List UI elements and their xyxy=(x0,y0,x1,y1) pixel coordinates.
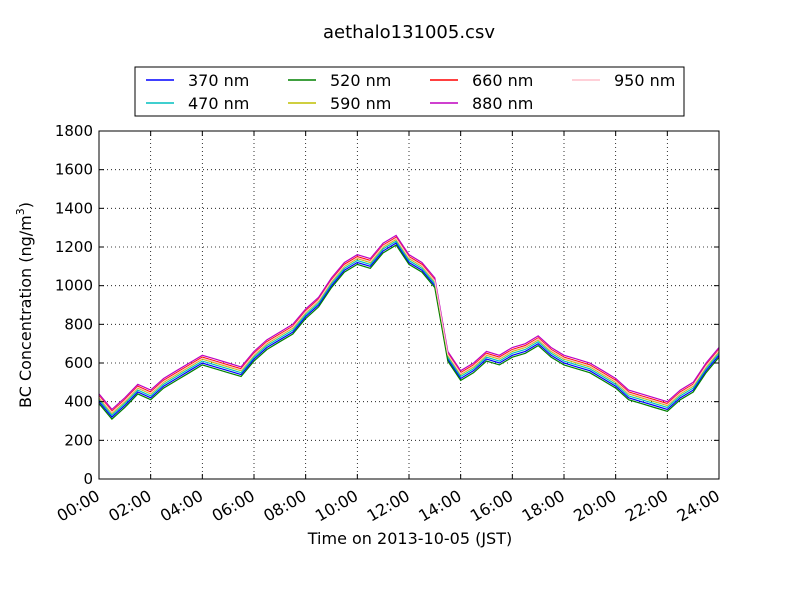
y-axis: 0 200 400 600 800 1000 1200 1400 1600 1800 xyxy=(55,122,719,488)
x-tick-label: 18:00 xyxy=(519,486,568,526)
y-tick-label: 1400 xyxy=(55,199,93,217)
series-line xyxy=(98,238,720,415)
x-tick-label: 00:00 xyxy=(54,486,103,526)
x-tick-label: 02:00 xyxy=(105,486,154,526)
legend-label: 520 nm xyxy=(330,71,391,90)
y-axis-label-superscript: 3 xyxy=(14,208,27,215)
series-line xyxy=(98,240,720,417)
legend-label: 370 nm xyxy=(188,71,249,90)
legend-label: 660 nm xyxy=(472,71,533,90)
x-axis: 00:00 02:00 04:00 06:00 08:00 10:00 12:00 14:00… xyxy=(54,131,723,526)
x-axis-label: Time on 2013-10-05 (JST) xyxy=(307,529,512,548)
series-layer xyxy=(98,234,720,420)
y-axis-label-main: BC Concentration (ng/m xyxy=(16,215,35,408)
y-tick-label: 400 xyxy=(64,393,93,411)
x-tick-label: 14:00 xyxy=(415,486,464,526)
series-line xyxy=(98,234,720,411)
legend-label: 880 nm xyxy=(472,94,533,113)
y-tick-label: 600 xyxy=(64,354,93,372)
x-tick-label: 06:00 xyxy=(209,486,258,526)
y-tick-label: 1600 xyxy=(55,161,93,179)
y-tick-label: 800 xyxy=(64,315,93,333)
y-tick-label: 1200 xyxy=(55,238,93,256)
series-line xyxy=(98,242,720,418)
x-tick-label: 10:00 xyxy=(312,486,361,526)
x-tick-label: 04:00 xyxy=(157,486,206,526)
x-tick-label: 12:00 xyxy=(364,486,413,526)
x-tick-label: 22:00 xyxy=(622,486,671,526)
series-line xyxy=(98,244,720,420)
legend-box xyxy=(134,66,685,117)
legend-label: 470 nm xyxy=(188,94,249,113)
x-tick-label: 16:00 xyxy=(467,486,516,526)
legend-label: 950 nm xyxy=(614,71,675,90)
y-axis-label: BC Concentration (ng/m3) xyxy=(14,202,35,408)
y-tick-label: 1800 xyxy=(55,122,93,140)
y-tick-label: 1000 xyxy=(55,277,93,295)
legend: 370 nm 470 nm 520 nm 590 nm 660 nm 880 nm 950 … xyxy=(134,66,685,117)
legend-label: 590 nm xyxy=(330,94,391,113)
chart-title: aethalo131005.csv xyxy=(323,22,495,43)
x-tick-label: 24:00 xyxy=(674,486,723,526)
y-tick-label: 200 xyxy=(64,431,93,449)
x-tick-label: 20:00 xyxy=(570,486,619,526)
y-axis-label-end: ) xyxy=(16,202,35,208)
y-tick-label: 0 xyxy=(83,470,93,488)
grid xyxy=(99,131,719,479)
series-line xyxy=(98,237,720,414)
x-tick-label: 08:00 xyxy=(260,486,309,526)
